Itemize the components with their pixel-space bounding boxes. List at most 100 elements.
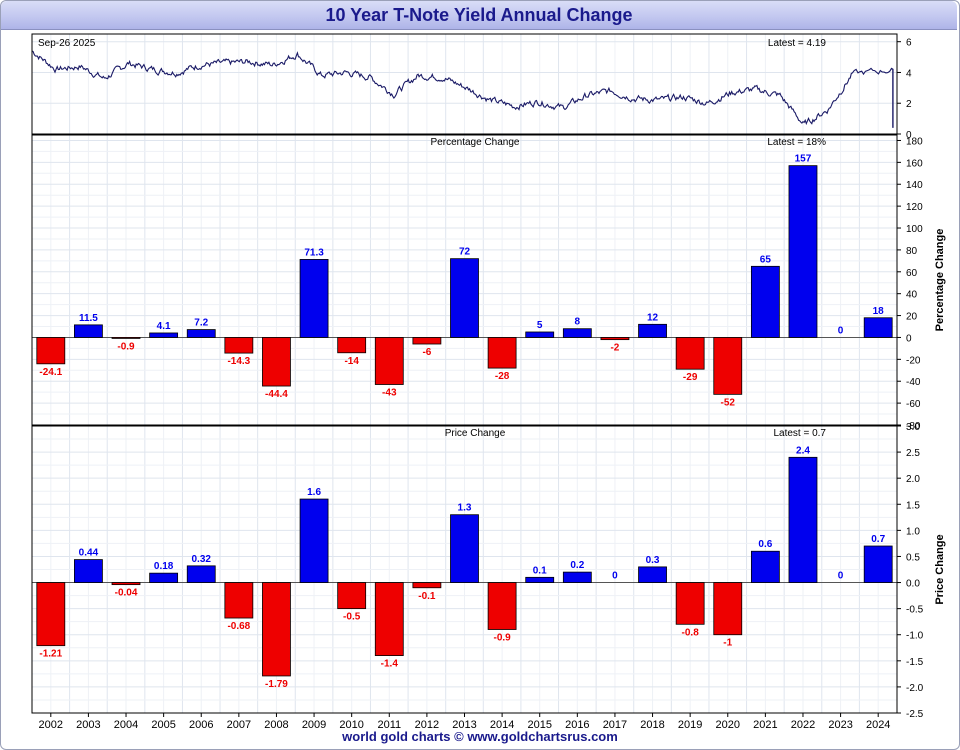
xtick-label-2018: 2018	[640, 719, 664, 731]
xtick-label-2009: 2009	[302, 719, 326, 731]
data-label-price-2015: 0.1	[533, 565, 547, 576]
xtick-label-2010: 2010	[339, 719, 363, 731]
bar-price-2012	[412, 582, 442, 589]
xtick-label-2012: 2012	[415, 719, 439, 731]
bar-pct-2003	[74, 324, 103, 338]
ytick-label-pct: -20	[906, 355, 921, 366]
bar-pct-2010	[337, 337, 367, 354]
bar-pct-2022	[788, 165, 818, 338]
bar-price-2002	[36, 582, 66, 647]
bar-price-2021	[750, 550, 780, 583]
data-label-pct-2011: -43	[382, 388, 397, 399]
panel-title-pct: Percentage Change	[431, 137, 520, 148]
data-label-pct-2019: -29	[683, 372, 698, 383]
bar-price-2020	[713, 582, 743, 636]
bar-price-2006	[186, 565, 216, 583]
ytick-label-price: -1.0	[906, 631, 924, 642]
data-label-pct-2012: -6	[422, 347, 431, 358]
bar-pct-2005	[149, 332, 179, 338]
bar-price-2019	[675, 582, 705, 625]
data-label-pct-2007: -14.3	[227, 356, 250, 367]
data-label-price-2002: -1.21	[39, 649, 62, 660]
footer-credit: world gold charts © www.goldchartsrus.co…	[342, 729, 618, 744]
bar-price-2024	[863, 545, 893, 583]
data-label-pct-2003: 11.5	[79, 313, 98, 324]
latest-label-price: Latest = 0.7	[773, 428, 826, 439]
latest-label-pct: Latest = 18%	[767, 137, 826, 148]
date-label: Sep-26 2025	[38, 38, 96, 49]
ytick-label-price: -1.5	[906, 657, 924, 668]
panel-border-pct	[31, 134, 898, 426]
data-label-pct-2016: 8	[575, 317, 581, 328]
data-label-price-2022: 2.4	[796, 445, 810, 456]
data-label-price-2013: 1.3	[458, 503, 472, 514]
data-label-pct-2008: -44.4	[265, 389, 288, 400]
data-label-pct-2013: 72	[459, 247, 471, 258]
data-label-pct-2018: 12	[647, 312, 659, 323]
ytick-label-pct: -60	[906, 399, 921, 410]
data-label-price-2008: -1.79	[265, 679, 288, 690]
data-label-price-2014: -0.9	[493, 633, 511, 644]
xtick-label-2014: 2014	[490, 719, 514, 731]
bar-price-2009	[299, 498, 329, 583]
latest-label-yield: Latest = 4.19	[768, 38, 827, 49]
data-label-pct-2005: 4.1	[157, 321, 171, 332]
data-label-pct-2006: 7.2	[194, 318, 208, 329]
ytick-label-pct: 120	[906, 202, 923, 213]
data-label-pct-2015: 5	[537, 320, 543, 331]
bar-pct-2020	[713, 337, 743, 395]
ytick-label-price: 0.5	[906, 552, 920, 563]
ytick-label-pct: 20	[906, 312, 918, 323]
ytick-label-price: -0.5	[906, 605, 924, 616]
bar-pct-2012	[412, 337, 442, 345]
data-label-price-2023: 0	[838, 571, 844, 582]
xtick-label-2022: 2022	[791, 719, 815, 731]
data-label-price-2009: 1.6	[307, 487, 321, 498]
ytick-label-pct: 80	[906, 246, 918, 257]
xtick-label-2021: 2021	[753, 719, 777, 731]
bar-pct-2019	[675, 337, 705, 370]
data-label-price-2016: 0.2	[570, 560, 584, 571]
xtick-label-2017: 2017	[603, 719, 627, 731]
bar-pct-2008	[262, 337, 291, 387]
bar-price-2008	[262, 582, 291, 677]
ytick-label-price: 2.0	[906, 474, 920, 485]
bar-price-2011	[374, 582, 404, 657]
xtick-label-2007: 2007	[227, 719, 251, 731]
data-label-price-2010: -0.5	[343, 612, 361, 623]
panel-title-price: Price Change	[445, 428, 506, 439]
ytick-label-pct: -40	[906, 377, 921, 388]
data-label-pct-2017: -2	[610, 343, 619, 354]
ytick-label-pct: 160	[906, 158, 923, 169]
data-label-pct-2009: 71.3	[304, 247, 324, 258]
xtick-label-2005: 2005	[151, 719, 175, 731]
data-label-pct-2024: 18	[873, 306, 885, 317]
data-label-price-2012: -0.1	[418, 591, 436, 602]
title-bar: 10 Year T-Note Yield Annual Change	[1, 1, 957, 30]
bar-pct-2011	[374, 337, 404, 385]
bar-pct-2006	[186, 329, 216, 338]
bar-pct-2013	[450, 258, 479, 338]
ytick-label-price: -2.0	[906, 683, 924, 694]
bar-pct-2016	[562, 328, 592, 338]
data-label-price-2021: 0.6	[758, 539, 772, 550]
data-label-price-2004: -0.04	[115, 588, 138, 599]
data-label-price-2020: -1	[723, 638, 732, 649]
data-label-pct-2022: 157	[795, 154, 812, 165]
data-label-price-2024: 0.7	[871, 534, 885, 545]
ytick-label-pct: -80	[906, 421, 921, 432]
bar-pct-2021	[750, 265, 780, 338]
xtick-label-2006: 2006	[189, 719, 213, 731]
ytick-label-yield: 2	[906, 99, 912, 110]
bar-price-2015	[525, 576, 555, 583]
data-label-pct-2021: 65	[760, 254, 772, 265]
xtick-label-2002: 2002	[39, 719, 63, 731]
data-label-price-2007: -0.68	[227, 621, 250, 632]
xtick-label-2013: 2013	[452, 719, 476, 731]
bar-price-2013	[450, 514, 479, 583]
ytick-label-pct: 40	[906, 290, 918, 301]
panel-border-yield	[31, 33, 898, 135]
ytick-label-pct: 140	[906, 180, 923, 191]
